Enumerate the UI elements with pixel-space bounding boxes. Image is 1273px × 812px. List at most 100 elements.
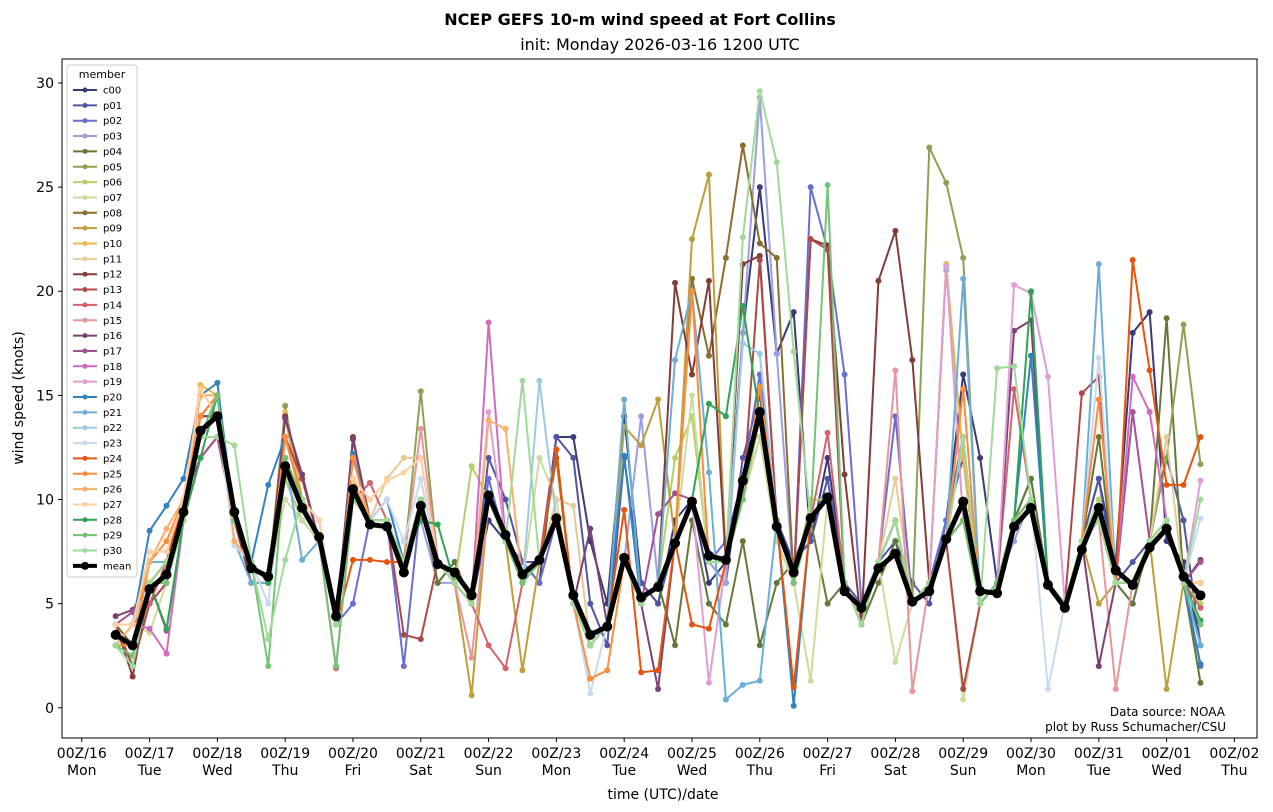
data-point-p19 <box>1197 477 1204 484</box>
data-point-p05 <box>282 402 289 409</box>
x-tick-label-day: Sun <box>475 763 502 779</box>
legend-label: p19 <box>103 377 122 388</box>
legend-swatch-marker <box>82 102 88 108</box>
data-point-p29 <box>333 663 340 670</box>
data-point-p25 <box>349 454 356 461</box>
data-point-p20 <box>621 452 628 459</box>
y-axis-label: wind speed (knots) <box>11 331 27 465</box>
data-point-p01 <box>739 454 746 461</box>
data-point-p24 <box>1197 434 1204 441</box>
data-point-mean <box>398 567 409 578</box>
y-tick-label: 20 <box>36 284 54 300</box>
data-point-p11 <box>400 454 407 461</box>
legend-item-p06: p06 <box>73 178 122 189</box>
data-point-mean <box>297 502 308 513</box>
data-point-p20 <box>214 379 221 386</box>
legend-label: p09 <box>103 224 122 235</box>
data-point-p05 <box>1197 461 1204 468</box>
data-point-mean <box>1042 579 1053 590</box>
data-point-p03 <box>722 579 729 586</box>
x-tick-label-time: 00Z/29 <box>938 746 988 762</box>
data-point-mean <box>958 496 969 507</box>
data-point-mean <box>720 554 731 565</box>
data-point-p30 <box>333 621 340 628</box>
legend-swatch-marker <box>82 287 88 293</box>
x-tick-label-day: Fri <box>819 763 836 779</box>
data-point-p16 <box>349 436 356 443</box>
data-point-p26 <box>502 425 509 432</box>
data-point-mean <box>178 507 189 518</box>
data-point-mean <box>331 611 342 622</box>
data-point-mean <box>144 584 155 595</box>
data-point-p27 <box>1197 579 1204 586</box>
data-point-mean <box>1025 502 1036 513</box>
legend-item-p08: p08 <box>73 208 122 219</box>
data-point-p01 <box>824 475 831 482</box>
data-point-p30 <box>1197 496 1204 503</box>
data-point-p12 <box>909 356 916 363</box>
data-point-p10 <box>282 409 289 416</box>
legend-item-p11: p11 <box>73 254 122 265</box>
x-tick-label-time: 00Z/27 <box>803 746 853 762</box>
data-point-p12 <box>129 673 136 680</box>
data-point-p12 <box>705 277 712 284</box>
legend-label: c00 <box>103 86 121 97</box>
data-point-p19 <box>1044 373 1051 380</box>
legend-label: p27 <box>103 500 122 511</box>
data-point-mean <box>890 548 901 559</box>
data-point-p18 <box>1129 373 1136 380</box>
data-point-p03 <box>638 413 645 420</box>
data-point-p16 <box>1011 327 1018 334</box>
data-point-p30 <box>451 579 458 586</box>
data-point-mean <box>1127 579 1138 590</box>
data-point-c00 <box>1146 309 1153 316</box>
y-tick-label: 15 <box>36 388 54 404</box>
data-point-p29 <box>282 454 289 461</box>
x-tick-label-time: 00Z/01 <box>1142 746 1192 762</box>
data-point-p30 <box>282 556 289 563</box>
data-point-p14 <box>824 429 831 436</box>
data-point-p20 <box>163 502 170 509</box>
x-tick-label-day: Tue <box>611 763 636 779</box>
legend-label: p07 <box>103 193 122 204</box>
data-point-p02 <box>400 663 407 670</box>
legend-swatch-marker <box>82 379 88 385</box>
data-point-mean <box>246 563 257 574</box>
data-point-mean <box>1059 602 1070 613</box>
legend-label: p11 <box>103 254 122 265</box>
data-point-p27 <box>197 386 204 393</box>
data-point-p25 <box>587 675 594 682</box>
legend-item-p05: p05 <box>73 162 122 173</box>
data-point-p04 <box>672 642 679 649</box>
data-point-p04 <box>756 642 763 649</box>
data-point-p28 <box>739 302 746 309</box>
data-point-p25 <box>1095 396 1102 403</box>
data-point-p30 <box>231 442 238 449</box>
data-point-p21 <box>756 677 763 684</box>
x-tick-label-day: Sat <box>884 763 907 779</box>
legend-label: p04 <box>103 147 122 158</box>
data-point-p26 <box>163 525 170 532</box>
data-point-p25 <box>197 413 204 420</box>
data-point-p03 <box>773 350 780 357</box>
data-point-p09 <box>519 667 526 674</box>
data-point-p27 <box>349 475 356 482</box>
data-point-mean <box>347 484 358 495</box>
data-point-mean <box>568 590 579 601</box>
data-point-p28 <box>722 413 729 420</box>
data-point-p27 <box>129 621 136 628</box>
plot-area <box>110 88 1206 709</box>
data-point-p19 <box>485 409 492 416</box>
data-point-c00 <box>960 371 967 378</box>
data-point-p16 <box>1095 663 1102 670</box>
data-point-p15 <box>909 688 916 695</box>
x-tick-label-time: 00Z/24 <box>599 746 649 762</box>
data-point-p02 <box>536 579 543 586</box>
legend-swatch-marker <box>82 501 88 507</box>
data-point-p28 <box>197 454 204 461</box>
data-point-mean <box>314 532 325 543</box>
data-point-p16 <box>655 686 662 693</box>
data-point-p23 <box>1197 515 1204 522</box>
legend-label: p16 <box>103 331 122 342</box>
data-point-c00 <box>570 434 577 441</box>
